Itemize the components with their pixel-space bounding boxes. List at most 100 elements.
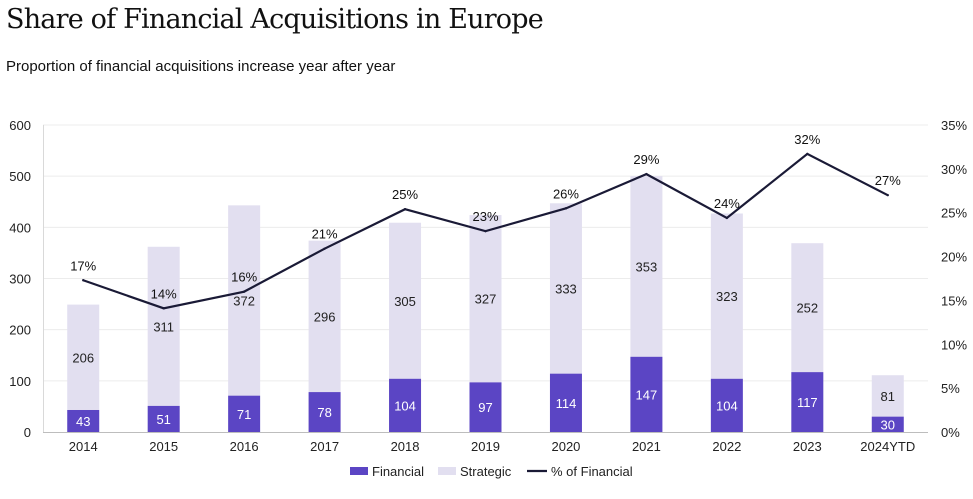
y-right-tick-label: 5% bbox=[941, 381, 960, 396]
financial-value-label: 147 bbox=[636, 387, 658, 402]
bar-strategic bbox=[147, 246, 180, 406]
strategic-value-label: 333 bbox=[555, 281, 577, 296]
x-tick-label: 2019 bbox=[471, 439, 500, 454]
bar-strategic bbox=[549, 203, 582, 374]
x-tick-label: 2023 bbox=[793, 439, 822, 454]
y-right-tick-label: 35% bbox=[941, 118, 967, 133]
bar-strategic bbox=[389, 222, 422, 379]
financial-share-point bbox=[162, 307, 165, 310]
financial-share-point bbox=[403, 208, 407, 211]
financial-share-point bbox=[886, 193, 889, 197]
financial-share-label: 25% bbox=[392, 187, 418, 202]
strategic-value-label: 81 bbox=[881, 389, 895, 404]
bar-strategic bbox=[308, 240, 341, 393]
y-left-tick-label: 200 bbox=[9, 323, 31, 338]
bar-financial bbox=[147, 405, 180, 432]
x-tick-label: 2021 bbox=[632, 439, 661, 454]
bar-strategic bbox=[67, 304, 100, 410]
axes: 0 100 200 300 400 500 600 0% 5% 10% 15% 20% 25% 30% 35… bbox=[9, 118, 967, 454]
strategic-value-label: 311 bbox=[153, 319, 174, 334]
financial-share-point bbox=[242, 290, 246, 293]
y-left-tick-label: 600 bbox=[9, 118, 31, 133]
y-left-tick-label: 0 bbox=[24, 425, 31, 440]
financial-share-label: 24% bbox=[714, 196, 740, 211]
financial-share-label: 26% bbox=[553, 186, 579, 201]
legend-label-share: % of Financial bbox=[551, 464, 633, 479]
x-tick-label: 2022 bbox=[712, 439, 741, 454]
legend-swatch-strategic bbox=[438, 467, 456, 475]
legend-swatch-financial bbox=[350, 467, 368, 475]
strategic-value-label: 372 bbox=[233, 294, 255, 309]
y-right-tick-label: 0% bbox=[941, 425, 960, 440]
legend-label-financial: Financial bbox=[372, 464, 424, 479]
y-left-tick-label: 100 bbox=[9, 374, 31, 389]
y-right-tick-label: 15% bbox=[941, 293, 967, 308]
y-right-tick-label: 25% bbox=[941, 206, 967, 221]
y-right-tick-label: 30% bbox=[941, 162, 967, 177]
strategic-value-label: 353 bbox=[636, 259, 658, 274]
financial-share-label: 16% bbox=[231, 270, 257, 285]
y-right-tick-label: 20% bbox=[941, 250, 967, 265]
financial-share-point bbox=[323, 247, 326, 250]
y-right-tick-label: 10% bbox=[941, 337, 967, 352]
financial-value-label: 30 bbox=[881, 417, 895, 432]
bar-financial bbox=[67, 409, 100, 432]
financial-value-label: 71 bbox=[237, 407, 251, 422]
financial-share-point bbox=[725, 216, 729, 220]
bar-financial bbox=[549, 373, 582, 432]
financial-value-label: 104 bbox=[716, 398, 738, 413]
x-tick-label: 2015 bbox=[149, 439, 178, 454]
financial-value-label: 104 bbox=[394, 398, 416, 413]
financial-share-point bbox=[484, 229, 487, 233]
bar-strategic bbox=[630, 176, 663, 357]
financial-share-point bbox=[82, 279, 85, 282]
financial-value-label: 43 bbox=[76, 414, 90, 429]
bar-financial bbox=[630, 356, 663, 432]
financial-value-label: 51 bbox=[156, 412, 170, 427]
legend: Financial Strategic % of Financial bbox=[350, 464, 633, 479]
y-left-tick-label: 400 bbox=[9, 220, 31, 235]
bar-financial bbox=[228, 395, 261, 432]
bar-strategic bbox=[469, 215, 502, 383]
financial-share-label: 27% bbox=[875, 173, 901, 188]
financial-value-label: 97 bbox=[478, 400, 492, 415]
data-labels: 43 206 51 311 71 372 78 296 104 305 97 327 114 333 147… bbox=[70, 132, 901, 432]
x-tick-label: 2018 bbox=[391, 439, 420, 454]
financial-value-label: 114 bbox=[556, 396, 577, 411]
financial-share-label: 32% bbox=[794, 132, 820, 147]
y-left-tick-label: 300 bbox=[9, 272, 31, 287]
chart-title: Share of Financial Acquisitions in Europ… bbox=[6, 4, 544, 35]
strategic-value-label: 327 bbox=[475, 292, 497, 307]
bar-strategic bbox=[710, 213, 743, 379]
chart-subtitle: Proportion of financial acquisitions inc… bbox=[6, 58, 396, 75]
bar-strategic bbox=[871, 375, 904, 417]
bar-strategic bbox=[791, 243, 824, 373]
financial-share-line bbox=[82, 152, 889, 310]
financial-value-label: 78 bbox=[317, 405, 331, 420]
x-tick-label: 2014 bbox=[69, 439, 98, 454]
financial-share-point bbox=[645, 172, 648, 176]
x-tick-label: 2016 bbox=[230, 439, 259, 454]
financial-share-label: 14% bbox=[151, 286, 177, 301]
y-left-tick-label: 500 bbox=[9, 169, 31, 184]
financial-share-point bbox=[806, 152, 809, 156]
financial-share-label: 29% bbox=[633, 152, 659, 167]
x-tick-label: 2017 bbox=[310, 439, 339, 454]
bar-strategic bbox=[228, 205, 261, 396]
bar-financial bbox=[871, 416, 904, 432]
x-tick-label: 2024YTD bbox=[860, 439, 915, 454]
legend-label-strategic: Strategic bbox=[460, 464, 512, 479]
strategic-value-label: 252 bbox=[796, 301, 818, 316]
bar-financial bbox=[389, 378, 422, 432]
financial-share-label: 21% bbox=[312, 227, 338, 242]
strategic-value-label: 323 bbox=[716, 289, 738, 304]
bar-financial bbox=[710, 378, 743, 432]
financial-share-label: 17% bbox=[70, 258, 96, 273]
strategic-value-label: 296 bbox=[314, 309, 336, 324]
financial-share-label: 23% bbox=[472, 209, 498, 224]
bars bbox=[67, 176, 904, 432]
financial-share-point bbox=[564, 207, 568, 210]
bar-financial bbox=[469, 382, 502, 432]
bar-financial bbox=[791, 372, 824, 432]
